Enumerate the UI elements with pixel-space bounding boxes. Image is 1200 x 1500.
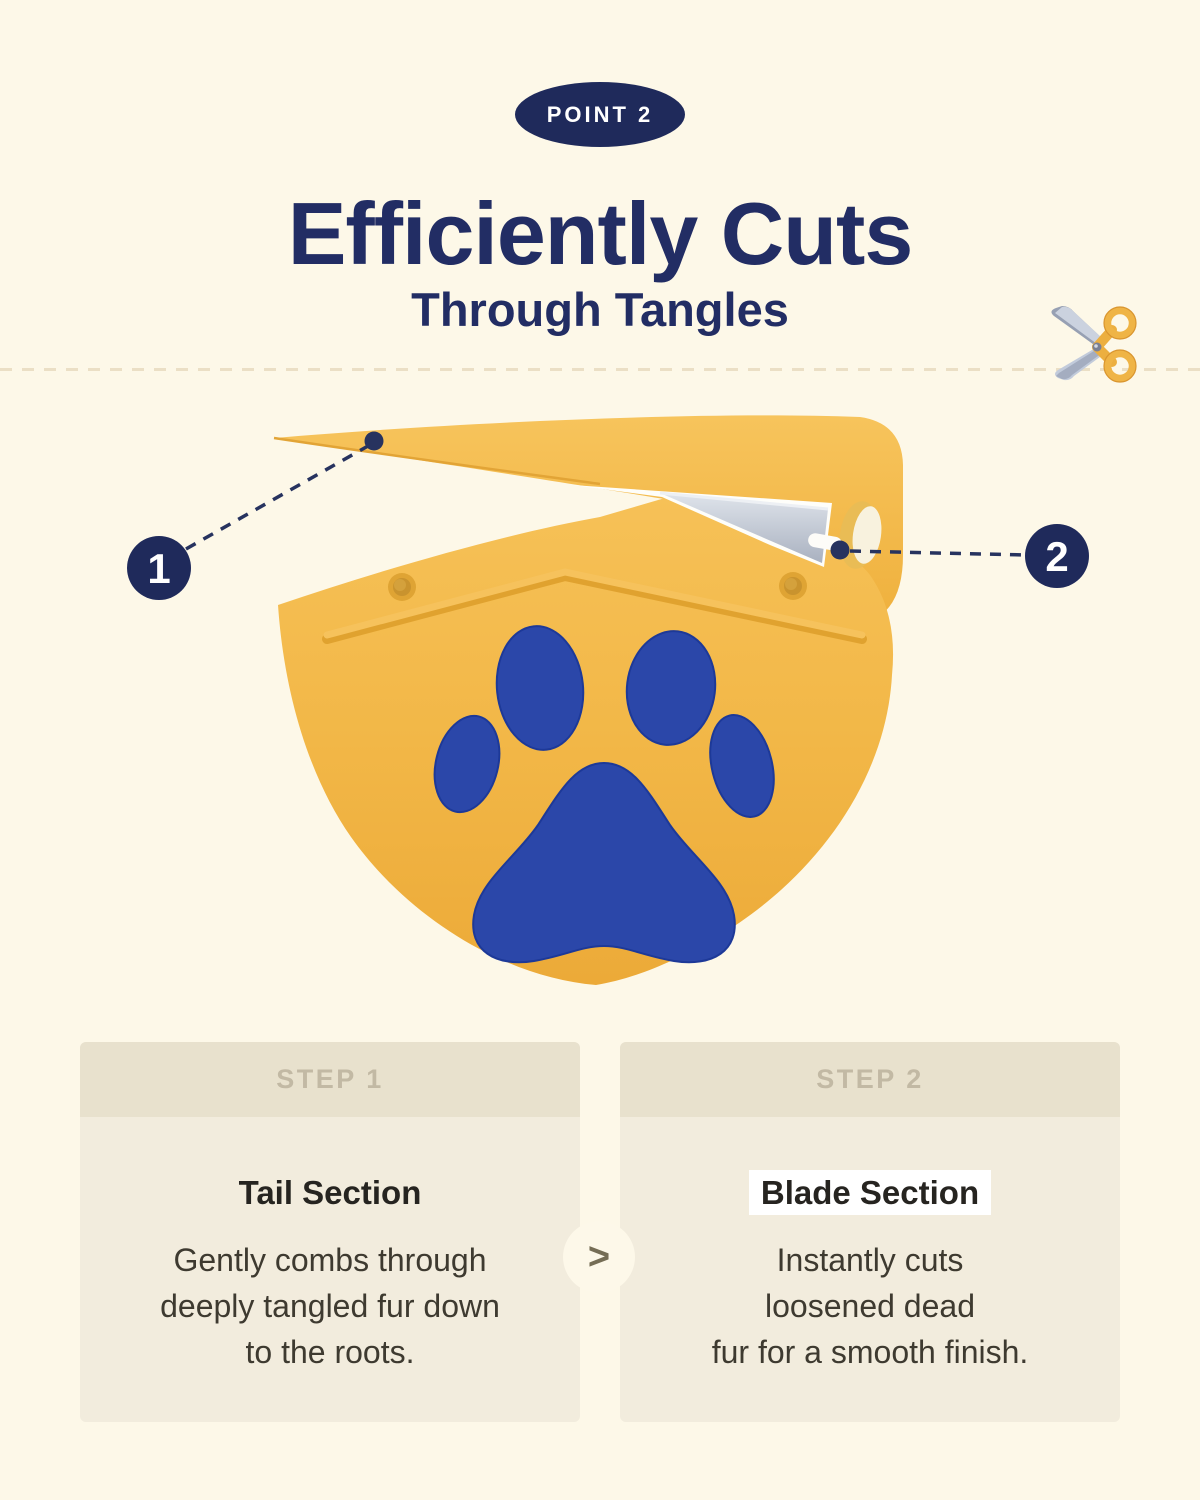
- chevron-right-icon: >: [563, 1221, 635, 1293]
- scissors-icon: [1051, 306, 1137, 383]
- ridge-detail: [322, 568, 867, 644]
- screw-hole-left: [388, 573, 416, 601]
- screw-hole-right: [779, 572, 807, 600]
- point-badge: POINT 2: [515, 82, 685, 147]
- step-2-header-label: STEP 2: [816, 1064, 924, 1094]
- body-part: [278, 498, 894, 985]
- callout-1-number: 1: [147, 545, 170, 592]
- callout-2-dot: [830, 540, 850, 560]
- tail-part: [273, 415, 903, 629]
- step-1-header-label: STEP 1: [276, 1064, 384, 1094]
- callout-2-number: 2: [1045, 533, 1068, 580]
- point-badge-label: POINT 2: [546, 101, 654, 127]
- blade-part: [572, 485, 882, 569]
- callout-1-line: [185, 444, 369, 551]
- page-title: Efficiently Cuts: [287, 184, 914, 283]
- step-1-title: Tail Section: [238, 1174, 422, 1211]
- step-card-2: STEP 2 Blade Section Instantly cuts loos…: [620, 1042, 1120, 1422]
- product-image: [273, 415, 903, 985]
- step-1-description: Gently combs through deeply tangled fur …: [160, 1242, 500, 1370]
- callout-2-marker: [1025, 524, 1089, 588]
- step-2-title: Blade Section: [620, 1170, 1120, 1215]
- callout-1-dot: [364, 431, 384, 451]
- page-subtitle: Through Tangles: [411, 283, 789, 336]
- step-1-header: STEP 1: [80, 1042, 580, 1117]
- paw-print-icon: [433, 625, 775, 964]
- step-card-1: STEP 1 Tail Section Gently combs through…: [80, 1042, 580, 1422]
- dashed-divider: [0, 368, 1200, 371]
- callout-1-marker: [127, 536, 191, 600]
- step-2-header: STEP 2: [620, 1042, 1120, 1117]
- callout-2-line: [849, 549, 1027, 557]
- step-2-description: Instantly cuts loosened dead fur for a s…: [711, 1242, 1029, 1370]
